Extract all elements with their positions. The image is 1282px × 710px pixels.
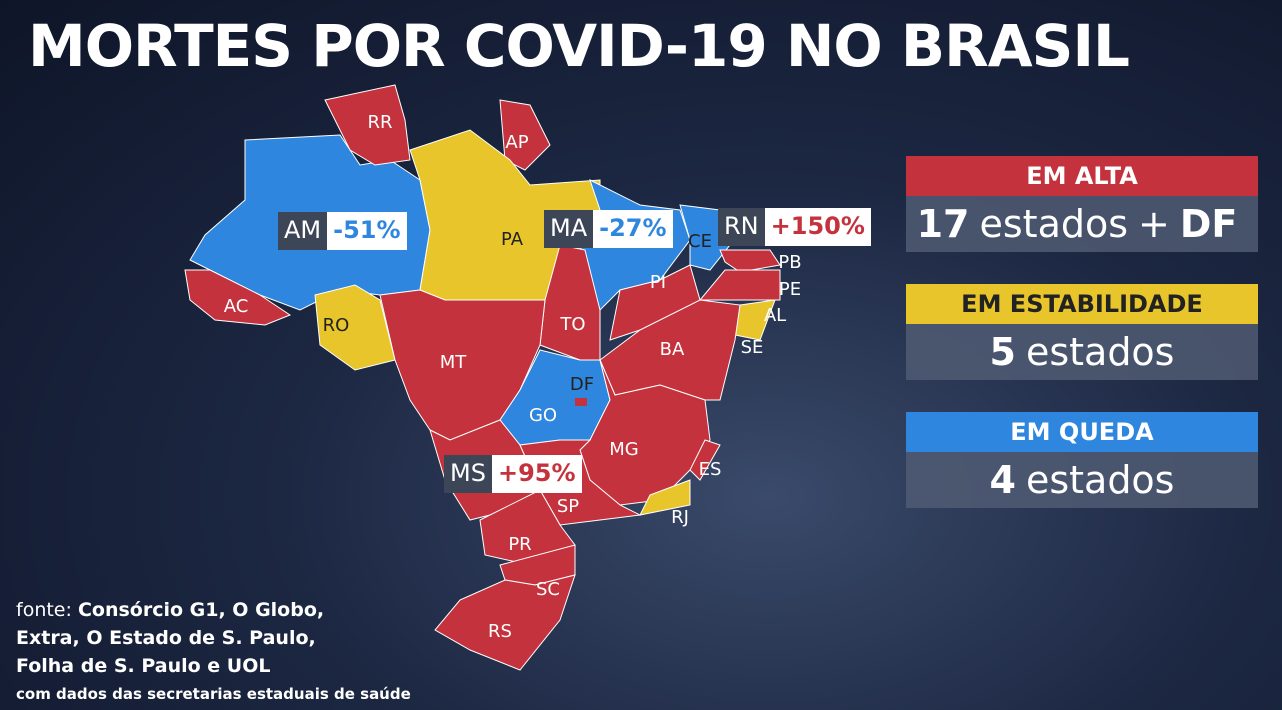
callout-state: AM: [278, 212, 328, 250]
legend-value: 5 estados: [906, 324, 1258, 380]
legend-item: EM ALTA 17 estados + DF: [906, 156, 1258, 252]
source-line: Extra, O Estado de S. Paulo,: [16, 624, 411, 652]
callout: MS +95%: [444, 455, 582, 493]
legend-extra: DF: [1179, 202, 1238, 246]
callout-state: MS: [444, 455, 492, 493]
state-rr: [324, 84, 411, 166]
state-label: SE: [741, 337, 764, 358]
callout-change: +150%: [764, 208, 871, 246]
state-label: RS: [488, 621, 512, 642]
state-label: GO: [529, 405, 557, 426]
legend-label: EM ESTABILIDADE: [906, 284, 1258, 324]
source: fonte: Consórcio G1, O Globo, Extra, O E…: [16, 596, 411, 708]
state-label: AL: [764, 305, 786, 326]
callout-state: MA: [544, 210, 594, 248]
source-text: Folha de S. Paulo e UOL: [16, 655, 271, 677]
state-label: PE: [779, 279, 801, 300]
callout: MA -27%: [544, 210, 673, 248]
legend-value: 17 estados + DF: [906, 196, 1258, 252]
legend-value: 4 estados: [906, 452, 1258, 508]
state-label: SC: [536, 579, 560, 600]
state-label: PR: [508, 534, 531, 555]
callout: RN +150%: [718, 208, 871, 246]
legend-count: 5: [989, 330, 1016, 374]
legend-unit: estados: [1025, 330, 1175, 374]
legend-label: EM QUEDA: [906, 412, 1258, 452]
state-label: MG: [609, 439, 638, 460]
state-label: TO: [559, 314, 585, 335]
state-label: PB: [778, 252, 801, 273]
legend-plus: +: [1138, 202, 1170, 246]
state-label: PA: [501, 229, 524, 250]
state-label: PI: [650, 272, 666, 293]
state-rn: [719, 249, 781, 273]
state-label: BA: [660, 339, 685, 360]
callout-state: RN: [718, 208, 765, 246]
state-label: DF: [570, 374, 594, 395]
states: [184, 84, 781, 671]
callout-change: -27%: [593, 210, 673, 248]
legend-label: EM ALTA: [906, 156, 1258, 196]
state-label: SP: [557, 496, 579, 517]
state-label: RR: [367, 112, 392, 133]
source-text: Consórcio G1, O Globo,: [77, 599, 325, 621]
state-rj: [639, 479, 691, 516]
state-ap: [499, 99, 551, 171]
source-text: Extra, O Estado de S. Paulo,: [16, 627, 316, 649]
title: MORTES POR COVID-19 NO BRASIL: [28, 12, 1130, 80]
state-label: RJ: [671, 507, 689, 528]
state-label: ES: [699, 459, 722, 480]
legend-item: EM ESTABILIDADE 5 estados: [906, 284, 1258, 380]
callout-change: -51%: [327, 212, 407, 250]
source-line: fonte: Consórcio G1, O Globo,: [16, 596, 411, 624]
state-rs: [434, 574, 576, 671]
source-prefix: fonte:: [16, 599, 72, 621]
state-label: AC: [224, 296, 249, 317]
legend-unit: estados: [979, 202, 1129, 246]
state-label: RO: [323, 315, 350, 336]
state-pb-pe: [698, 269, 781, 301]
legend-item: EM QUEDA 4 estados: [906, 412, 1258, 508]
source-note: com dados das secretarias estaduais de s…: [16, 685, 411, 703]
legend-count: 4: [989, 458, 1016, 502]
state-df: [575, 398, 587, 406]
state-label: MT: [440, 352, 468, 373]
legend-unit: estados: [1025, 458, 1175, 502]
source-line: Folha de S. Paulo e UOL: [16, 652, 411, 680]
legend-count: 17: [916, 202, 970, 246]
state-label: AP: [505, 132, 528, 153]
state-ac: [184, 269, 292, 326]
state-label: CE: [688, 231, 712, 252]
callout-change: +95%: [491, 455, 582, 493]
state-es: [689, 439, 721, 481]
callout: AM -51%: [278, 212, 407, 250]
